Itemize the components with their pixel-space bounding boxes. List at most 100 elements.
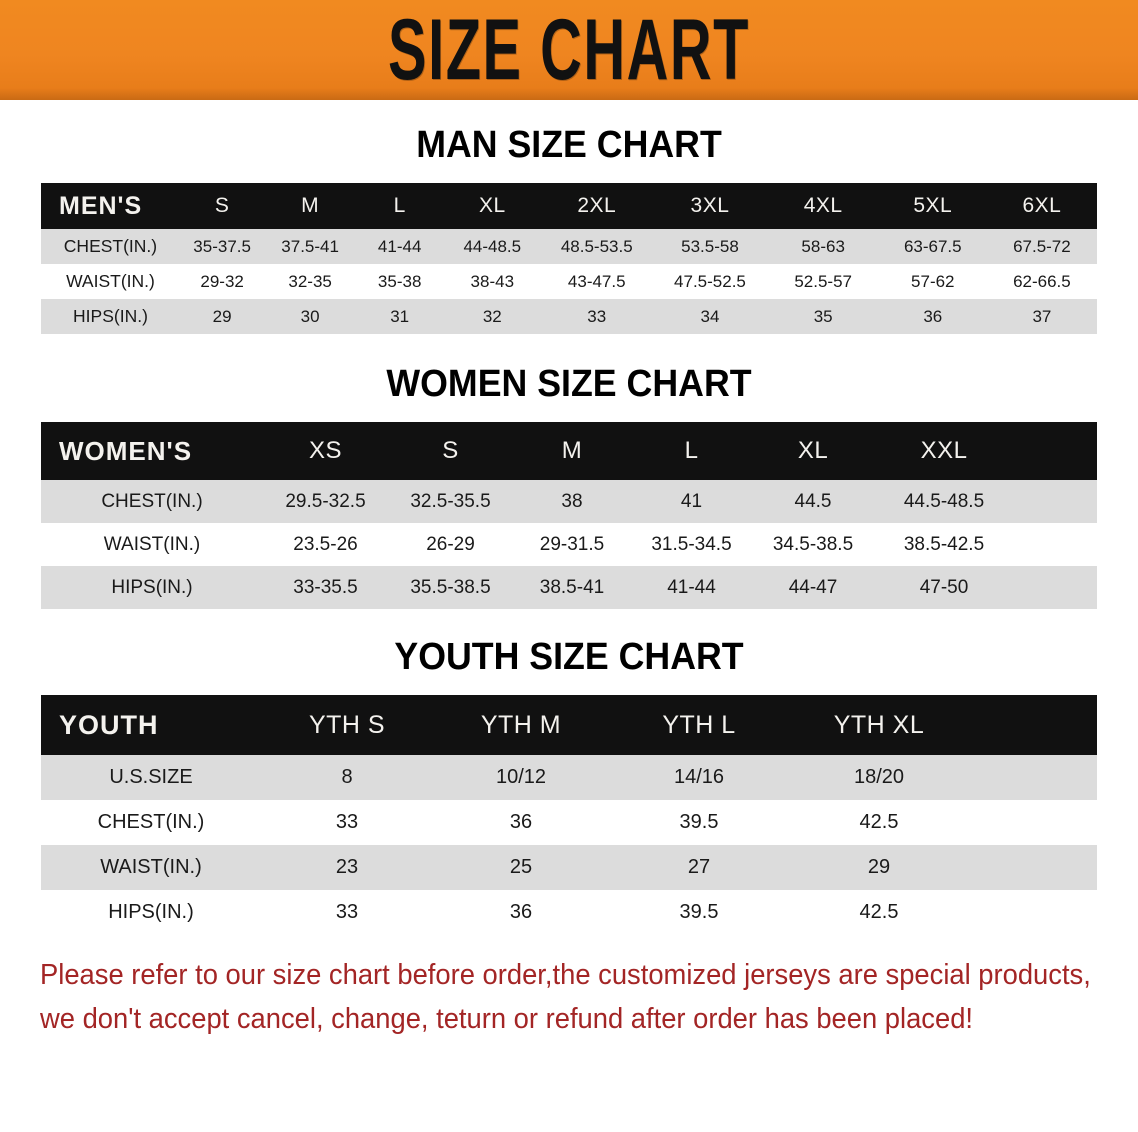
man-col-header: 5XL xyxy=(913,194,953,217)
women-col-header: L xyxy=(684,437,699,464)
youth-col-header: YTH S xyxy=(308,710,386,739)
man-cell: 33 xyxy=(587,306,607,326)
man-cell: 31 xyxy=(390,306,410,326)
man-cell: 32 xyxy=(482,306,502,326)
youth-cell: 14/16 xyxy=(673,766,725,788)
man-cell: 35-38 xyxy=(377,271,422,291)
man-row-label: WAIST(IN.) xyxy=(66,271,155,291)
man-cell: 37 xyxy=(1032,306,1052,326)
women-cell: 26-29 xyxy=(426,533,475,555)
women-col-header-pad xyxy=(1014,422,1097,480)
youth-size-table: YOUTH YTH S YTH M YTH L YTH XL U.S.SIZE … xyxy=(41,695,1097,935)
youth-cell: 25 xyxy=(509,856,533,878)
man-cell: 37.5-41 xyxy=(281,236,339,256)
man-cell: 35 xyxy=(813,306,833,326)
table-row: CHEST(IN.) 35-37.5 37.5-41 41-44 44-48.5… xyxy=(41,229,1097,264)
women-cell: 32.5-35.5 xyxy=(410,490,491,512)
women-cell: 29.5-32.5 xyxy=(285,490,366,512)
youth-cell: 33 xyxy=(335,901,359,923)
youth-cell: 39.5 xyxy=(679,901,719,923)
man-table-spacer xyxy=(0,165,1138,183)
women-col-header: S xyxy=(442,437,459,464)
women-cell: 44.5-48.5 xyxy=(903,490,985,512)
women-size-table: WOMEN'S XS S M L XL XXL CHEST(IN.) 29.5-… xyxy=(41,422,1097,609)
women-cell-pad xyxy=(1014,480,1097,523)
youth-row-label: WAIST(IN.) xyxy=(100,856,202,878)
women-cell: 41 xyxy=(680,490,703,512)
women-cell-pad xyxy=(1014,566,1097,609)
women-cell: 38.5-41 xyxy=(539,576,605,598)
table-row: HIPS(IN.) 33-35.5 35.5-38.5 38.5-41 41-4… xyxy=(41,566,1097,609)
women-corner-label: WOMEN'S xyxy=(59,435,193,466)
youth-cell: 18/20 xyxy=(853,766,905,788)
youth-row-label: HIPS(IN.) xyxy=(108,901,194,923)
women-row-label: CHEST(IN.) xyxy=(101,490,203,512)
youth-col-header-pad xyxy=(969,695,1097,755)
man-cell: 67.5-72 xyxy=(1013,236,1071,256)
women-table-wrap: WOMEN'S XS S M L XL XXL CHEST(IN.) 29.5-… xyxy=(41,422,1097,609)
man-cell: 38-43 xyxy=(470,271,515,291)
youth-cell-pad xyxy=(969,845,1097,890)
youth-cell: 27 xyxy=(687,856,711,878)
man-cell: 32-35 xyxy=(288,271,332,291)
women-cell: 44.5 xyxy=(794,490,832,512)
youth-table-spacer xyxy=(0,677,1138,695)
man-col-header: S xyxy=(214,194,230,217)
man-col-header: 6XL xyxy=(1022,194,1062,217)
youth-cell: 33 xyxy=(335,811,359,833)
women-cell: 34.5-38.5 xyxy=(772,533,854,555)
man-cell: 29-32 xyxy=(200,271,244,291)
table-row: CHEST(IN.) 29.5-32.5 32.5-35.5 38 41 44.… xyxy=(41,480,1097,523)
man-header-row: MEN'S S M L XL 2XL 3XL 4XL 5XL 6XL xyxy=(41,183,1097,229)
table-row: CHEST(IN.) 33 36 39.5 42.5 xyxy=(41,800,1097,845)
women-cell: 35.5-38.5 xyxy=(410,576,491,598)
man-section-title: MAN SIZE CHART xyxy=(416,124,722,166)
table-row: WAIST(IN.) 23.5-26 26-29 29-31.5 31.5-34… xyxy=(41,523,1097,566)
man-corner-label: MEN'S xyxy=(59,191,143,220)
youth-row-label: CHEST(IN.) xyxy=(97,811,205,833)
women-col-header: XL xyxy=(797,437,829,464)
table-row: U.S.SIZE 8 10/12 14/16 18/20 xyxy=(41,755,1097,800)
youth-cell: 39.5 xyxy=(679,811,719,833)
table-row: HIPS(IN.) 33 36 39.5 42.5 xyxy=(41,890,1097,935)
women-row-label: HIPS(IN.) xyxy=(111,576,193,598)
women-section-title: WOMEN SIZE CHART xyxy=(386,363,752,405)
youth-cell-pad xyxy=(969,800,1097,845)
women-cell: 23.5-26 xyxy=(293,533,358,555)
man-size-table: MEN'S S M L XL 2XL 3XL 4XL 5XL 6XL CHEST… xyxy=(41,183,1097,334)
man-cell: 58-63 xyxy=(801,236,845,256)
man-col-header: 4XL xyxy=(803,194,843,217)
youth-cell: 36 xyxy=(509,811,533,833)
man-cell: 41-44 xyxy=(377,236,422,256)
man-cell: 36 xyxy=(923,306,943,326)
man-col-header: L xyxy=(393,194,406,217)
man-cell: 48.5-53.5 xyxy=(560,236,633,256)
man-col-header: 3XL xyxy=(690,194,730,217)
youth-cell: 10/12 xyxy=(495,766,547,788)
man-col-header: M xyxy=(301,194,320,217)
man-cell: 63-67.5 xyxy=(903,236,962,256)
page-title: SIZE CHART xyxy=(388,1,750,98)
man-cell: 47.5-52.5 xyxy=(674,271,746,291)
youth-cell: 23 xyxy=(335,856,359,878)
man-cell: 57-62 xyxy=(911,271,955,291)
man-col-header: XL xyxy=(478,194,506,217)
women-cell: 47-50 xyxy=(919,576,969,598)
youth-cell: 36 xyxy=(509,901,533,923)
women-col-header: XS xyxy=(308,437,342,464)
youth-cell: 29 xyxy=(867,856,891,878)
women-cell: 33-35.5 xyxy=(293,576,358,598)
man-cell: 53.5-58 xyxy=(681,236,739,256)
table-row: WAIST(IN.) 23 25 27 29 xyxy=(41,845,1097,890)
man-cell: 52.5-57 xyxy=(794,271,852,291)
women-cell: 29-31.5 xyxy=(539,533,605,555)
youth-cell: 8 xyxy=(341,766,353,788)
youth-corner-label: YOUTH xyxy=(59,709,159,740)
table-row: HIPS(IN.) 29 30 31 32 33 34 35 36 37 xyxy=(41,299,1097,334)
disclaimer-line-2: we don't accept cancel, change, teturn o… xyxy=(40,1003,974,1035)
women-cell: 41-44 xyxy=(667,576,716,598)
man-col-header: 2XL xyxy=(577,194,617,217)
man-cell: 35-37.5 xyxy=(193,236,251,256)
youth-cell-pad xyxy=(969,890,1097,935)
